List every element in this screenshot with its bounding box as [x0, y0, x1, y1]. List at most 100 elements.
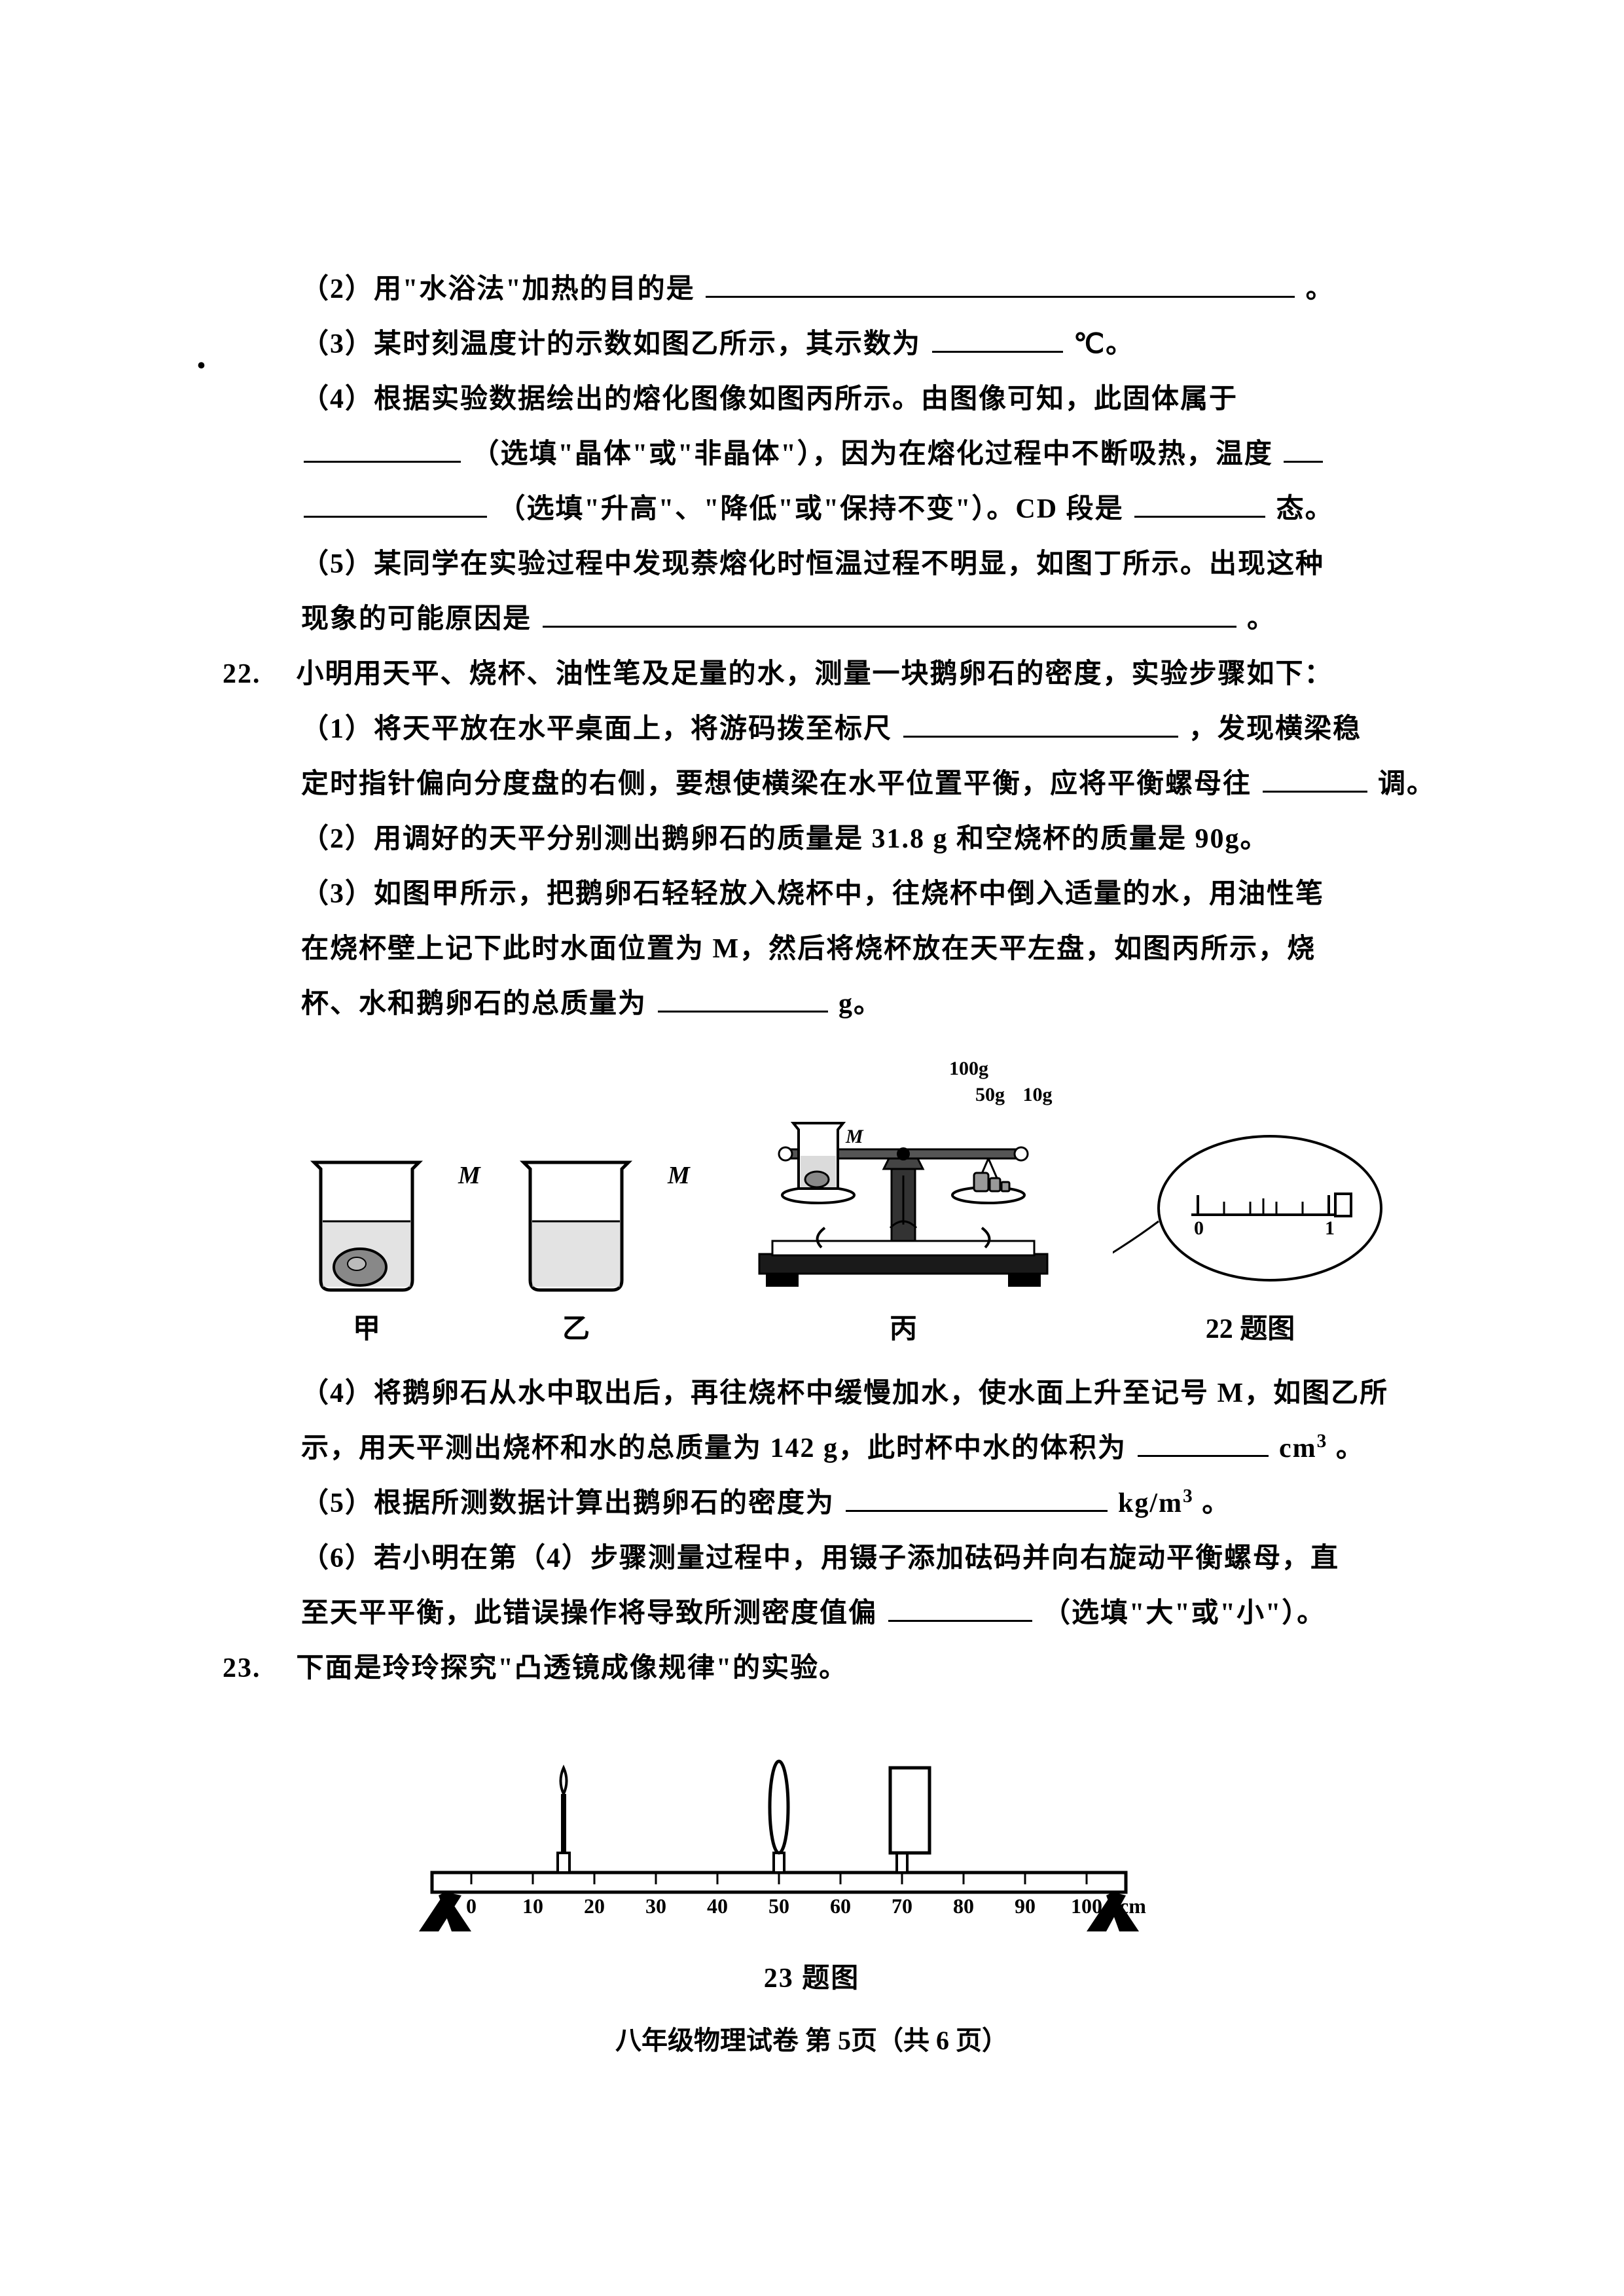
q22-p2: （2）用调好的天平分别测出鹅卵石的质量是 31.8 g 和空烧杯的质量是 90g…	[223, 812, 1401, 867]
blank[interactable]	[1134, 490, 1265, 518]
text: （2）用调好的天平分别测出鹅卵石的质量是 31.8 g 和空烧杯的质量是 90g…	[301, 824, 1269, 854]
text: （5）某同学在实验过程中发现萘熔化时恒温过程不明显，如图丁所示。出现这种	[301, 549, 1324, 579]
label-bing: 丙	[720, 1306, 1087, 1346]
blank[interactable]	[543, 600, 1236, 628]
text: ℃。	[1074, 329, 1134, 359]
sup3: 3	[1317, 1431, 1328, 1452]
svg-text:1: 1	[1325, 1217, 1335, 1239]
fig-ruler-callout: 0 1	[1113, 1123, 1388, 1293]
text: （3）某时刻温度计的示数如图乙所示，其示数为	[301, 329, 921, 359]
q22-number: 22.	[223, 647, 288, 702]
page-footer: 八年级物理试卷 第 5页（共 6 页）	[223, 2019, 1401, 2057]
q23-number: 23.	[223, 1641, 288, 1696]
text: 。	[1202, 1488, 1231, 1518]
svg-text:20: 20	[584, 1894, 605, 1918]
sup3b: 3	[1183, 1486, 1194, 1507]
svg-text:0: 0	[466, 1894, 477, 1918]
q22-p6-l2: 至天平平衡，此错误操作将导致所测密度值偏 （选填"大"或"小"）。	[223, 1586, 1401, 1641]
text: （选填"升高"、"降低"或"保持不变"）。CD 段是	[498, 494, 1124, 524]
blank[interactable]	[1284, 435, 1323, 463]
text: 。	[1336, 1433, 1365, 1463]
svg-text:30: 30	[645, 1894, 666, 1918]
svg-text:cm: cm	[1119, 1894, 1146, 1918]
svg-text:60: 60	[830, 1894, 851, 1918]
blank[interactable]	[706, 270, 1295, 298]
label-yi: 乙	[511, 1306, 641, 1346]
q22-p4-l2: 示，用天平测出烧杯和水的总质量为 142 g，此时杯中水的体积为 cm3 。	[223, 1421, 1401, 1476]
fig-bing: M 100g 50g 10g	[720, 1058, 1087, 1293]
text: （选填"晶体"或"非晶体"），因为在熔化过程中不断吸热，温度	[472, 439, 1273, 469]
blank[interactable]	[658, 985, 828, 1013]
blank[interactable]	[846, 1484, 1108, 1512]
blank[interactable]	[304, 435, 461, 463]
blank[interactable]	[903, 710, 1178, 738]
text: 至天平平衡，此错误操作将导致所测密度值偏	[301, 1598, 877, 1628]
q23-caption: 23 题图	[223, 1951, 1401, 2006]
blank[interactable]	[932, 325, 1063, 353]
label-jia: 甲	[301, 1306, 432, 1346]
q23-intro: 23. 下面是玲玲探究"凸透镜成像规律"的实验。	[223, 1641, 1401, 1696]
weight-50: 50g	[975, 1084, 1005, 1105]
text: 调。	[1378, 769, 1435, 799]
svg-text:40: 40	[707, 1894, 728, 1918]
text: 下面是玲玲探究"凸透镜成像规律"的实验。	[297, 1653, 848, 1683]
q22-p1-l1: （1）将天平放在水平桌面上，将游码拨至标尺 ，发现横梁稳	[223, 702, 1401, 757]
svg-text:100: 100	[1071, 1894, 1102, 1918]
q22-intro: 22. 小明用天平、烧杯、油性笔及足量的水，测量一块鹅卵石的密度，实验步骤如下：	[223, 647, 1401, 702]
text: ，发现横梁稳	[1189, 714, 1362, 744]
text: 在烧杯壁上记下此时水面位置为 M，然后将烧杯放在天平左盘，如图丙所示，烧	[301, 934, 1316, 964]
text: （选填"大"或"小"）。	[1043, 1598, 1326, 1628]
q21-p5-l1: （5）某同学在实验过程中发现萘熔化时恒温过程不明显，如图丁所示。出现这种	[223, 537, 1401, 592]
blank[interactable]	[1138, 1429, 1269, 1457]
text: kg/m	[1118, 1488, 1183, 1518]
q22-p3-l3: 杯、水和鹅卵石的总质量为 g。	[223, 977, 1401, 1031]
fig-yi	[511, 1149, 641, 1293]
svg-text:70: 70	[892, 1894, 912, 1918]
text: （4）根据实验数据绘出的熔化图像如图丙所示。由图像可知，此固体属于	[301, 384, 1238, 414]
text: 小明用天平、烧杯、油性笔及足量的水，测量一块鹅卵石的密度，实验步骤如下：	[297, 659, 1333, 689]
svg-text:M: M	[845, 1126, 864, 1147]
text: 示，用天平测出烧杯和水的总质量为 142 g，此时杯中水的体积为	[301, 1433, 1127, 1463]
fig-m1: M	[458, 1161, 484, 1190]
label-caption22: 22 题图	[1113, 1306, 1388, 1346]
text: （4）将鹅卵石从水中取出后，再往烧杯中缓慢加水，使水面上升至记号 M，如图乙所	[301, 1378, 1388, 1408]
text: 杯、水和鹅卵石的总质量为	[301, 989, 647, 1019]
fig-m2: M	[668, 1161, 694, 1190]
text: 态。	[1276, 494, 1334, 524]
q21-p3: （3）某时刻温度计的示数如图乙所示，其示数为 ℃。	[223, 317, 1401, 372]
q22-fig-labels: 甲 乙 丙 22 题图	[301, 1306, 1401, 1346]
blank[interactable]	[304, 490, 487, 518]
q22-p1-l2: 定时指针偏向分度盘的右侧，要想使横梁在水平位置平衡，应将平衡螺母往 调。	[223, 757, 1401, 812]
page-content: （2）用"水浴法"加热的目的是 。 （3）某时刻温度计的示数如图乙所示，其示数为…	[223, 262, 1401, 2057]
margin-dot: .	[196, 332, 206, 378]
q22-p4-l1: （4）将鹅卵石从水中取出后，再往烧杯中缓慢加水，使水面上升至记号 M，如图乙所	[223, 1366, 1401, 1421]
svg-text:50: 50	[768, 1894, 789, 1918]
q21-p4-l2: （选填"晶体"或"非晶体"），因为在熔化过程中不断吸热，温度	[223, 427, 1401, 482]
svg-text:80: 80	[953, 1894, 974, 1918]
q22-p3-l1: （3）如图甲所示，把鹅卵石轻轻放入烧杯中，往烧杯中倒入适量的水，用油性笔	[223, 867, 1401, 922]
text: cm	[1279, 1433, 1317, 1463]
text: （6）若小明在第（4）步骤测量过程中，用镊子添加砝码并向右旋动平衡螺母，直	[301, 1543, 1339, 1573]
q23-figure: 0 10 20 30 40 50 60 70 80 90 100 cm	[393, 1722, 1401, 1945]
text: （3）如图甲所示，把鹅卵石轻轻放入烧杯中，往烧杯中倒入适量的水，用油性笔	[301, 879, 1324, 909]
text: （1）将天平放在水平桌面上，将游码拨至标尺	[301, 714, 892, 744]
q22-p6-l1: （6）若小明在第（4）步骤测量过程中，用镊子添加砝码并向右旋动平衡螺母，直	[223, 1531, 1401, 1586]
text: g。	[839, 989, 882, 1019]
text: 现象的可能原因是	[301, 604, 532, 634]
weight-100: 100g	[949, 1058, 1053, 1080]
q21-p5-l2: 现象的可能原因是 。	[223, 592, 1401, 647]
svg-text:10: 10	[522, 1894, 543, 1918]
blank[interactable]	[888, 1594, 1032, 1622]
q21-p4-l1: （4）根据实验数据绘出的熔化图像如图丙所示。由图像可知，此固体属于	[223, 372, 1401, 427]
svg-text:0: 0	[1194, 1217, 1204, 1239]
text: （2）用"水浴法"加热的目的是	[301, 274, 695, 304]
q22-p3-l2: 在烧杯壁上记下此时水面位置为 M，然后将烧杯放在天平左盘，如图丙所示，烧	[223, 922, 1401, 977]
q21-p4-l3: （选填"升高"、"降低"或"保持不变"）。CD 段是 态。	[223, 482, 1401, 537]
q22-p5: （5）根据所测数据计算出鹅卵石的密度为 kg/m3 。	[223, 1476, 1401, 1531]
svg-text:90: 90	[1015, 1894, 1036, 1918]
weight-10: 10g	[1023, 1084, 1053, 1105]
fig-jia	[301, 1149, 432, 1293]
blank[interactable]	[1263, 765, 1367, 793]
text: 。	[1306, 274, 1335, 304]
text: 。	[1247, 604, 1276, 634]
